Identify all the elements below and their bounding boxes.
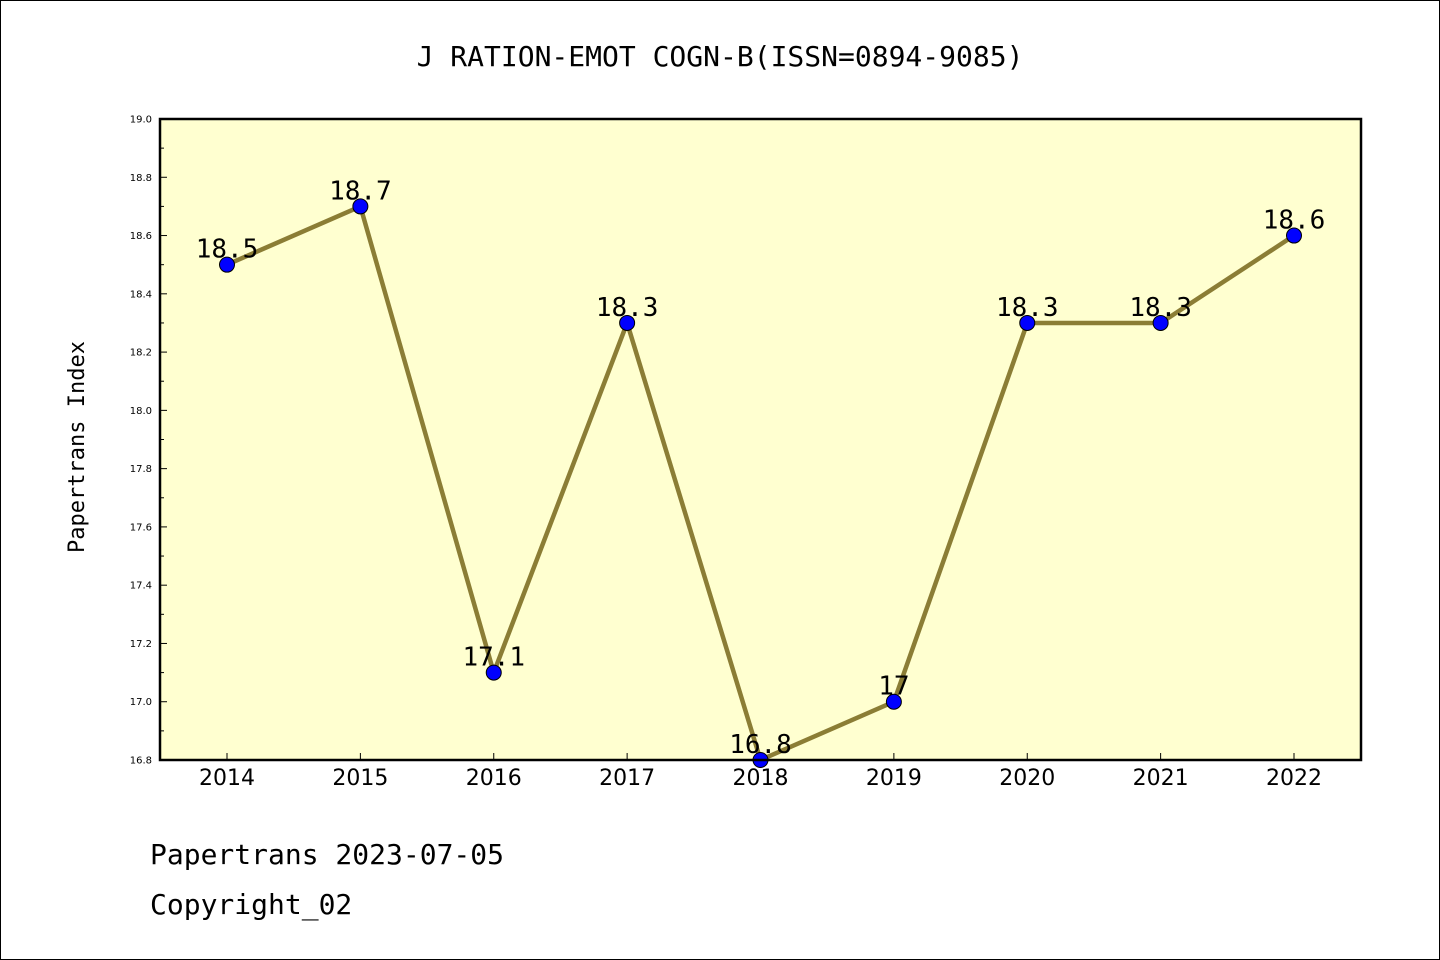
x-tick-label: 2021 — [1133, 766, 1189, 791]
data-point — [1286, 227, 1302, 244]
data-label: 18.3 — [1129, 293, 1192, 323]
y-tick-label: 19.0 — [130, 115, 152, 126]
data-point — [352, 198, 369, 215]
y-tick-label: 18.2 — [130, 348, 152, 359]
x-tick-label: 2020 — [999, 766, 1055, 791]
y-tick-label: 18.4 — [130, 289, 152, 300]
data-label: 18.5 — [196, 235, 259, 265]
data-label: 17.1 — [462, 643, 525, 673]
data-point — [619, 314, 636, 331]
data-point — [219, 256, 235, 273]
y-axis-label: Papertrans Index — [65, 341, 90, 553]
plot-area — [160, 119, 1361, 760]
x-tick-label: 2014 — [199, 766, 255, 791]
y-tick-label: 18.0 — [130, 406, 152, 417]
data-point — [885, 693, 902, 710]
y-tick-label: 17.0 — [130, 697, 152, 708]
data-label: 18.3 — [596, 293, 659, 323]
x-tick-label: 2016 — [466, 766, 522, 791]
data-label: 16.8 — [729, 730, 792, 760]
x-axis: 2014 2015 2016 2017 2018 2019 2020 2021 2022 — [199, 753, 1322, 791]
data-label: 18.6 — [1263, 206, 1326, 236]
data-label: 18.3 — [996, 293, 1059, 323]
data-point — [485, 664, 502, 681]
x-tick-label: 2022 — [1266, 766, 1322, 791]
y-tick-label: 18.8 — [130, 173, 152, 184]
x-tick-label: 2017 — [599, 766, 655, 791]
footer-copyright: Copyright_02 — [150, 888, 352, 922]
data-label: 18.7 — [329, 176, 392, 206]
y-tick-label: 16.8 — [130, 756, 152, 767]
y-tick-label: 17.6 — [130, 522, 152, 533]
footer-date: Papertrans 2023-07-05 — [150, 838, 504, 871]
data-labels: 18.5 18.7 17.1 18.3 16.8 17 18.3 18.3 18.6 — [196, 176, 1326, 760]
chart-title: J RATION-EMOT COGN-B(ISSN=0894-9085) — [417, 40, 1024, 73]
y-tick-label: 17.2 — [130, 639, 152, 650]
y-tick-label: 17.8 — [130, 464, 152, 475]
x-tick-label: 2018 — [733, 766, 789, 791]
y-tick-label: 18.6 — [130, 231, 152, 242]
data-label: 17 — [878, 672, 909, 702]
x-tick-label: 2019 — [866, 766, 922, 791]
data-point — [1152, 314, 1169, 331]
y-tick-label: 17.4 — [130, 581, 152, 592]
data-point — [1019, 314, 1036, 331]
x-tick-label: 2015 — [332, 766, 388, 791]
plot-border — [158, 117, 1363, 762]
